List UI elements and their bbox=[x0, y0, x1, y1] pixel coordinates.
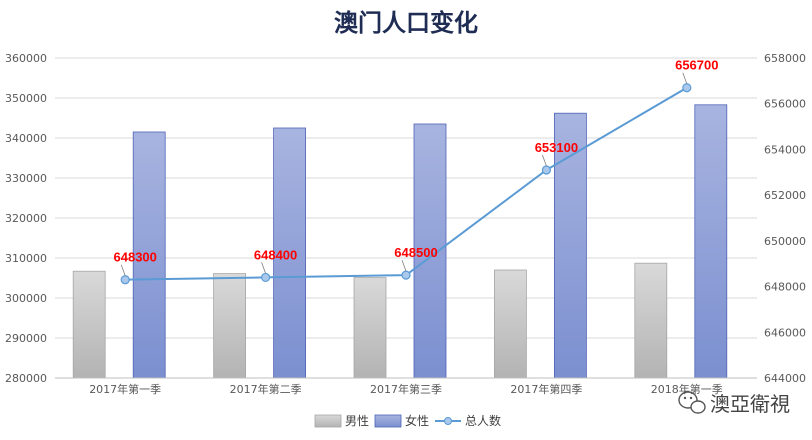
right-tick-label: 650000 bbox=[764, 235, 806, 248]
left-axis: 280000 290000 300000 310000 320000 330000 3400… bbox=[5, 52, 47, 385]
bar-male bbox=[72, 270, 106, 379]
total-point bbox=[401, 270, 411, 280]
bar-female bbox=[132, 131, 166, 379]
total-data-label: 648400 bbox=[254, 247, 297, 262]
label-leader bbox=[542, 154, 547, 167]
bar-male bbox=[493, 269, 527, 379]
label-leader bbox=[401, 260, 407, 272]
bar-male bbox=[213, 273, 247, 379]
left-tick-label: 330000 bbox=[5, 172, 47, 185]
right-axis: 644000 646000 648000 650000 652000 654000 6560… bbox=[764, 52, 806, 385]
label-leader bbox=[682, 72, 688, 84]
left-tick-label: 340000 bbox=[5, 132, 47, 145]
chart-title: 澳门人口变化 bbox=[334, 8, 478, 37]
right-tick-label: 654000 bbox=[764, 143, 806, 156]
category-label: 2017年第一季 bbox=[89, 382, 161, 396]
bar-male bbox=[353, 277, 387, 379]
right-tick-label: 648000 bbox=[764, 281, 806, 294]
total-point bbox=[261, 272, 271, 283]
category-label: 2018年第一季 bbox=[651, 382, 723, 396]
left-tick-label: 320000 bbox=[5, 212, 47, 225]
legend-male-swatch bbox=[314, 414, 342, 428]
watermark-text: 澳亞衛視 bbox=[710, 392, 790, 416]
right-tick-label: 658000 bbox=[764, 52, 806, 65]
bar-female bbox=[694, 104, 728, 379]
watermark: 澳亞衛視 bbox=[678, 391, 790, 416]
bars bbox=[72, 104, 728, 379]
legend: 男性 女性 总人数 bbox=[314, 413, 501, 428]
category-label: 2017年第四季 bbox=[510, 382, 582, 396]
legend-total-label: 总人数 bbox=[465, 413, 501, 428]
total-data-label: 656700 bbox=[675, 58, 718, 73]
category-label: 2017年第二季 bbox=[230, 382, 302, 396]
total-line: 648300 648400 648500 653100 656700 bbox=[114, 58, 718, 285]
right-tick-label: 644000 bbox=[764, 372, 806, 385]
left-tick-label: 360000 bbox=[5, 52, 47, 65]
wechat-icon bbox=[678, 391, 706, 414]
left-tick-label: 290000 bbox=[5, 332, 47, 345]
right-tick-label: 656000 bbox=[764, 98, 806, 111]
category-axis: 2017年第一季 2017年第二季 2017年第三季 2017年第四季 2018年第一季 bbox=[55, 377, 757, 396]
total-point bbox=[541, 165, 552, 175]
total-data-label: 648500 bbox=[394, 245, 437, 260]
bar-male bbox=[634, 262, 668, 379]
left-tick-label: 350000 bbox=[5, 92, 47, 105]
left-tick-label: 310000 bbox=[5, 252, 47, 265]
right-tick-label: 646000 bbox=[764, 326, 806, 339]
legend-male-label: 男性 bbox=[345, 414, 369, 428]
left-tick-label: 300000 bbox=[5, 292, 47, 305]
total-data-label: 653100 bbox=[535, 140, 578, 155]
left-tick-label: 280000 bbox=[5, 372, 47, 385]
total-point bbox=[120, 275, 130, 285]
gridlines bbox=[55, 57, 757, 379]
total-point bbox=[682, 83, 692, 93]
right-tick-label: 652000 bbox=[764, 189, 806, 202]
legend-female-label: 女性 bbox=[405, 413, 429, 428]
total-data-label: 648300 bbox=[114, 250, 157, 265]
legend-total-marker bbox=[444, 417, 452, 425]
label-leader bbox=[120, 264, 126, 276]
legend-female-swatch bbox=[374, 414, 402, 428]
category-label: 2017年第三季 bbox=[370, 382, 442, 396]
label-leader bbox=[261, 262, 266, 274]
